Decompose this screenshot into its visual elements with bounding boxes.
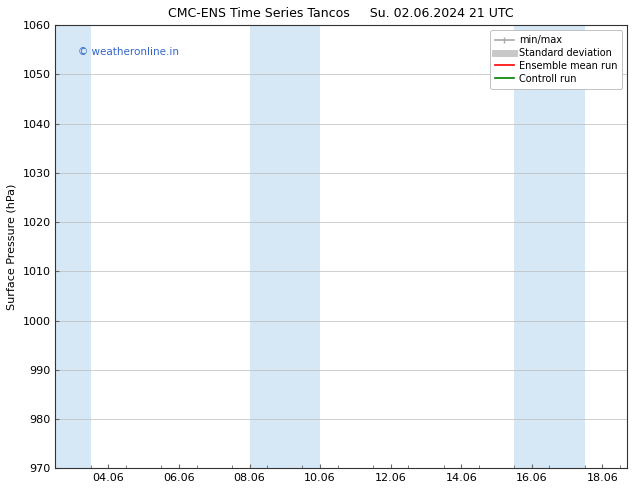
Bar (250, 25, 320, 468)
Bar (514, 25, 585, 468)
Title: CMC-ENS Time Series Tancos     Su. 02.06.2024 21 UTC: CMC-ENS Time Series Tancos Su. 02.06.202… (169, 7, 514, 20)
Bar (56, 25, 91, 468)
Y-axis label: Surface Pressure (hPa): Surface Pressure (hPa) (7, 184, 17, 310)
Legend: min/max, Standard deviation, Ensemble mean run, Controll run: min/max, Standard deviation, Ensemble me… (489, 30, 622, 89)
Text: © weatheronline.in: © weatheronline.in (79, 48, 179, 57)
